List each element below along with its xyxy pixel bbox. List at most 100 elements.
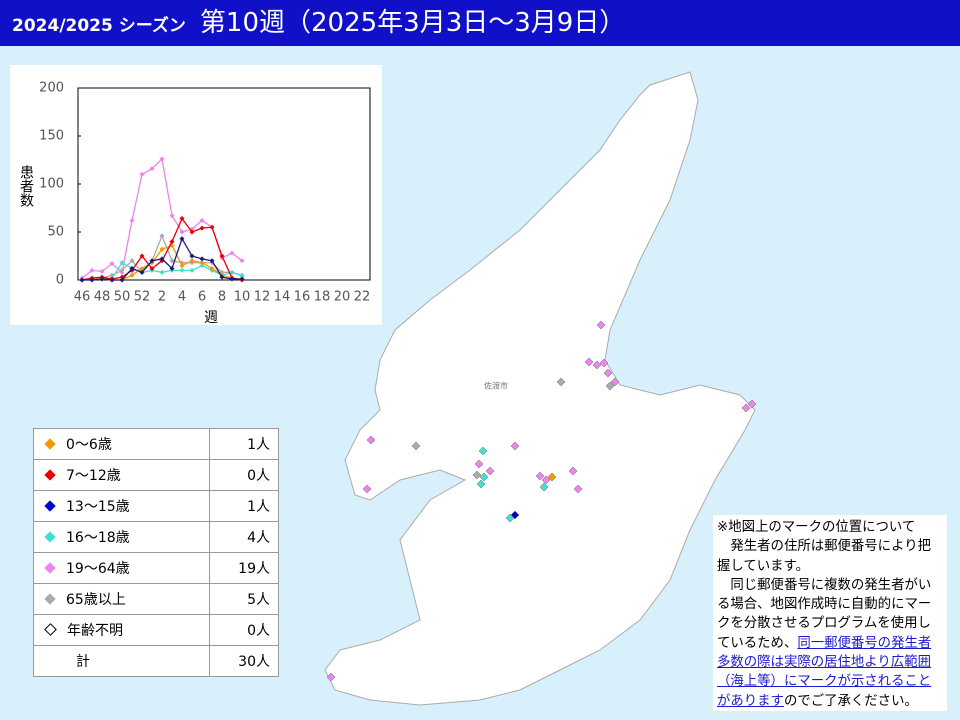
legend-count: 0人	[209, 459, 279, 491]
city-label: 佐渡市	[484, 381, 508, 391]
legend-row: 16～18歳 4人	[33, 521, 279, 553]
legend-label: 13～15歳	[66, 499, 130, 515]
point	[239, 276, 245, 282]
point	[199, 256, 205, 262]
point	[169, 258, 175, 264]
legend-label-cell: 0～6歳	[33, 428, 210, 460]
x-tick-label: 48	[94, 290, 111, 305]
point	[159, 233, 165, 239]
legend-label: 年齢不明	[67, 623, 123, 639]
legend-label: 計	[76, 654, 90, 670]
point	[179, 216, 185, 222]
point	[159, 156, 165, 162]
legend-row: 65歳以上 5人	[33, 583, 279, 615]
point	[229, 269, 235, 275]
point	[109, 277, 115, 283]
x-tick-label: 18	[314, 290, 331, 305]
legend-marker	[44, 593, 56, 605]
legend-table: 0～6歳 1人 7～12歳 0人 13～15歳 1人 16～18歳 4人 19～64歳 19人 65…	[33, 428, 279, 677]
note-text: 発生者の住所は郵便番号により把握しています。	[717, 539, 931, 574]
legend-label: 16～18歳	[66, 530, 130, 546]
note-title: ※地図上のマークの位置について	[717, 520, 916, 535]
point	[99, 268, 105, 274]
legend-label-cell: 19～64歳	[33, 552, 210, 584]
point	[239, 273, 245, 279]
legend-row: 7～12歳 0人	[33, 459, 279, 491]
x-tick-label: 4	[178, 290, 186, 305]
x-tick-label: 12	[254, 290, 271, 305]
header: 2024/2025 シーズン 第10週（2025年3月3日～3月9日）	[0, 0, 960, 46]
point	[169, 265, 175, 271]
legend-count: 30人	[209, 645, 279, 677]
point	[89, 277, 95, 283]
legend-marker	[44, 469, 56, 481]
point	[109, 272, 115, 278]
y-axis-label: 患者数	[18, 165, 34, 207]
point	[139, 269, 145, 275]
point	[199, 263, 205, 269]
note-text: 同じ郵便番号に複数の発生者がいる場合、地図作成時に自動的にマークを分散させるプロ…	[717, 576, 943, 711]
legend-label-cell: 計	[33, 645, 210, 677]
legend-marker	[44, 562, 56, 574]
point	[219, 274, 225, 280]
note-text: のでご了承ください。	[783, 693, 918, 709]
legend-count: 1人	[209, 428, 279, 460]
x-tick-label: 14	[274, 290, 291, 305]
point	[219, 269, 225, 275]
y-tick-label: 100	[39, 177, 64, 192]
point	[199, 217, 205, 223]
legend-marker	[44, 500, 56, 512]
note-link[interactable]: 同一郵便番号の発生者多数の際は実際の居住地より広範囲（海上等）にマークが示される…	[717, 635, 932, 709]
y-tick-label: 150	[39, 129, 64, 144]
legend-row: 計 30人	[33, 645, 279, 677]
note: ※地図上のマークの位置について 発生者の住所は郵便番号により把握しています。 同…	[713, 515, 947, 711]
legend-count: 4人	[209, 521, 279, 553]
legend-row: 13～15歳 1人	[33, 490, 279, 522]
legend-marker	[44, 438, 56, 450]
island	[324, 71, 756, 706]
y-tick-label: 200	[39, 81, 64, 96]
x-tick-label: 8	[218, 290, 226, 305]
point	[139, 265, 145, 271]
point	[229, 276, 235, 282]
point	[169, 239, 175, 245]
point	[179, 263, 185, 269]
legend-count: 19人	[209, 552, 279, 584]
point	[189, 229, 195, 235]
point	[129, 265, 135, 271]
point	[189, 267, 195, 273]
point	[209, 258, 215, 264]
legend-marker	[44, 623, 57, 636]
legend-label: 0～6歳	[66, 437, 112, 453]
legend-count: 0人	[209, 614, 279, 646]
point	[139, 171, 145, 177]
point	[149, 258, 155, 264]
point	[189, 253, 195, 259]
point	[119, 277, 125, 283]
point	[159, 256, 165, 262]
x-tick-label: 50	[114, 290, 131, 305]
point	[119, 260, 125, 266]
point	[209, 265, 215, 271]
point	[119, 267, 125, 273]
x-tick-label: 52	[134, 290, 151, 305]
legend-marker	[44, 531, 56, 543]
case-markers	[326, 320, 757, 682]
x-tick-label: 46	[74, 290, 91, 305]
point	[129, 217, 135, 223]
note-text: 同じ郵便番号に複数の発生者がいる場合、地図作成時に自動的にマークを分散させるプロ…	[717, 577, 932, 651]
legend-row: 年齢不明 0人	[33, 614, 279, 646]
point	[179, 267, 185, 273]
plot-frame	[77, 87, 371, 281]
x-tick-label: 22	[354, 290, 371, 305]
legend-label: 7～12歳	[66, 468, 121, 484]
point	[109, 261, 115, 267]
point	[189, 258, 195, 264]
point	[179, 236, 185, 242]
x-tick-label: 6	[198, 290, 206, 305]
point	[209, 224, 215, 230]
legend-row: 19～64歳 19人	[33, 552, 279, 584]
point	[179, 229, 185, 235]
